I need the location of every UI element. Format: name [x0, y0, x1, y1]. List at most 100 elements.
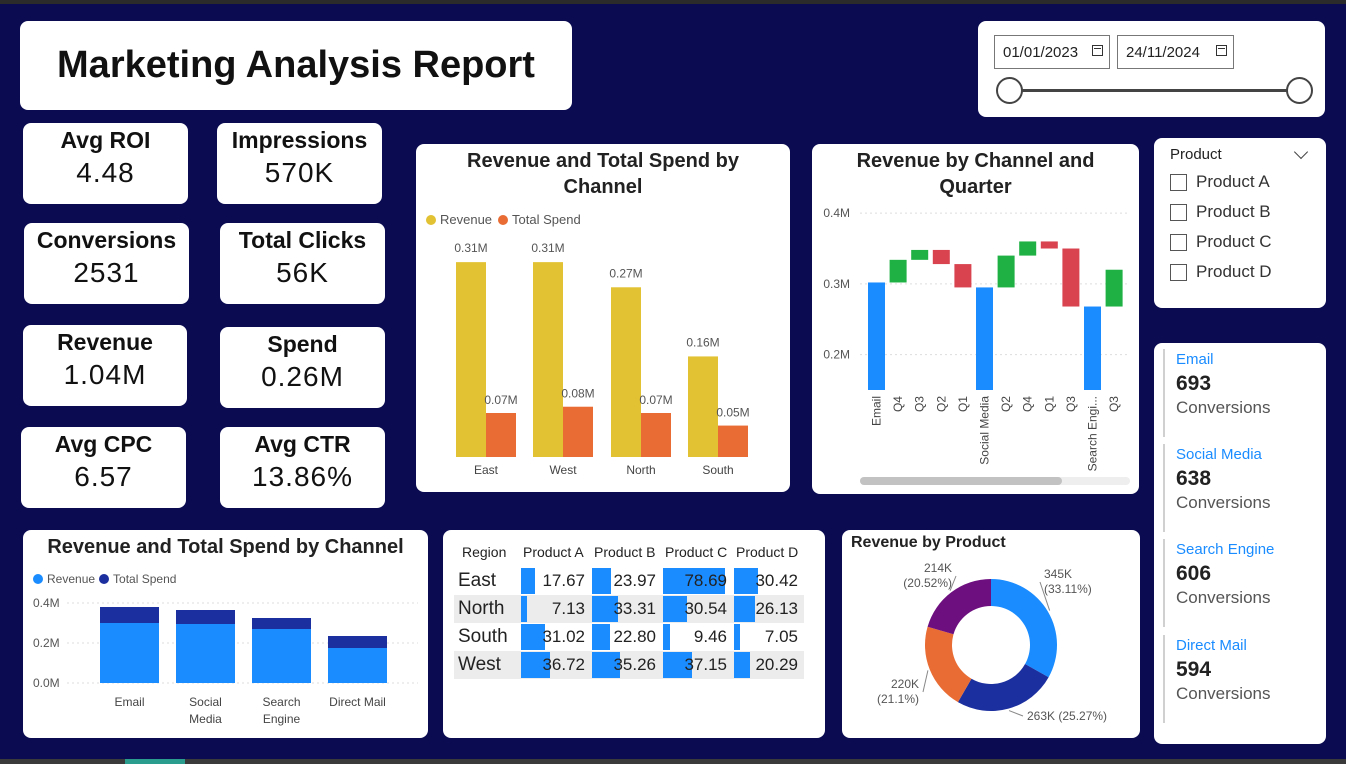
data-label: 0.16M — [686, 335, 719, 349]
kpi-value: 6.57 — [74, 461, 133, 492]
slice-label: 263K (25.27%) — [1027, 709, 1107, 723]
kpi-label: Revenue — [57, 329, 153, 355]
y-tick-label: 0.2M — [33, 636, 60, 650]
column-header[interactable]: Product C — [665, 544, 728, 560]
data-bar — [663, 596, 688, 622]
region-cell: East — [458, 570, 497, 591]
product-slicer: Product Product A Product B Product C Pr… — [1154, 138, 1326, 308]
data-bar — [734, 624, 740, 650]
slice-percent: (20.52%) — [903, 576, 952, 590]
calendar-icon[interactable] — [1092, 45, 1103, 56]
conversion-count: 638 — [1176, 467, 1212, 490]
delta-bar — [1019, 241, 1037, 256]
value-cell: 7.05 — [733, 623, 804, 651]
value-cell: 36.72 — [520, 651, 591, 679]
cell-value: 26.13 — [755, 599, 798, 618]
x-tick-label: East — [474, 463, 499, 477]
date-slider-start-handle[interactable] — [996, 77, 1023, 104]
slicer-header: Product — [1170, 146, 1222, 163]
checkbox[interactable] — [1170, 173, 1187, 191]
kpi-label: Avg CTR — [254, 431, 351, 457]
conversion-item: Search Engine 606 Conversions — [1163, 539, 1313, 627]
data-label: 0.08M — [561, 387, 594, 401]
kpi-label: Avg ROI — [60, 127, 151, 153]
checkbox[interactable] — [1170, 233, 1187, 251]
date-slider-end-handle[interactable] — [1286, 77, 1313, 104]
value-cell: 17.67 — [520, 567, 591, 595]
x-tick-label: Q3 — [1064, 396, 1078, 412]
legend-swatch — [99, 574, 110, 584]
data-bar — [592, 596, 619, 622]
slice-label: 214K — [924, 561, 952, 575]
table-row: North 7.13 33.31 30.54 26.13 — [454, 595, 804, 623]
waterfall-chart: 0.2M 0.3M 0.4M Email Q4 Q3 Q2 Q1 Social Media Q2 Q… — [823, 206, 1128, 471]
start-date-input[interactable]: 01/01/2023 — [994, 35, 1110, 69]
donut-slice — [991, 579, 1057, 678]
cell-value: 23.97 — [613, 571, 656, 590]
horizontal-scrollbar[interactable] — [860, 477, 1130, 485]
data-bar — [663, 568, 725, 594]
chevron-down-icon[interactable] — [1293, 144, 1309, 160]
kpi-conversions: Conversions 2531 — [24, 223, 189, 304]
kpi-value: 0.26M — [261, 361, 344, 392]
legend-label: Total Spend — [512, 212, 581, 227]
y-tick-label: 0.3M — [823, 277, 850, 291]
checkbox[interactable] — [1170, 263, 1187, 281]
scrollbar-thumb[interactable] — [860, 477, 1062, 485]
column-header[interactable]: Product A — [523, 544, 584, 560]
cell-value: 30.42 — [755, 571, 798, 590]
table-row: East 17.67 23.97 78.69 30.42 — [454, 567, 804, 595]
value-cell: 23.97 — [591, 567, 662, 595]
table-row: West 36.72 35.26 37.15 20.29 — [454, 651, 804, 679]
kpi-label: Spend — [267, 331, 338, 357]
legend-label: Revenue — [47, 572, 96, 586]
kpi-avg-roi: Avg ROI 4.48 — [23, 123, 188, 204]
cell-value: 35.26 — [613, 655, 656, 674]
chart-legend: Revenue Total Spend — [33, 572, 176, 586]
revenue-bar — [611, 287, 641, 457]
cell-value: 36.72 — [542, 655, 585, 674]
cell-value: 22.80 — [613, 627, 656, 646]
data-bar — [521, 652, 550, 678]
date-slider-track[interactable] — [1010, 89, 1300, 92]
leader-line — [949, 575, 957, 591]
product-option[interactable]: Product C — [1170, 232, 1272, 252]
spend-bar — [486, 413, 516, 457]
conversion-count: 594 — [1176, 658, 1212, 681]
x-tick-label: Q2 — [999, 396, 1013, 412]
x-tick-label: Social Media — [189, 695, 222, 726]
legend-swatch — [33, 574, 43, 584]
product-option[interactable]: Product A — [1170, 172, 1270, 192]
product-option[interactable]: Product B — [1170, 202, 1271, 222]
kpi-total-clicks: Total Clicks 56K — [220, 223, 385, 304]
spend-bar — [176, 610, 235, 624]
conversion-count: 606 — [1176, 562, 1212, 585]
calendar-icon[interactable] — [1216, 45, 1227, 56]
y-tick-label: 0.4M — [33, 596, 60, 610]
report-title: Marketing Analysis Report — [57, 44, 535, 86]
end-date-input[interactable]: 24/11/2024 — [1117, 35, 1234, 69]
data-bar — [663, 652, 693, 678]
conversion-label: Conversions — [1176, 588, 1271, 607]
conversion-item: Email 693 Conversions — [1163, 349, 1313, 437]
checkbox[interactable] — [1170, 203, 1187, 221]
column-header[interactable]: Product D — [736, 544, 799, 560]
revenue-bar — [688, 356, 718, 457]
revenue-bar — [533, 262, 563, 457]
kpi-value: 570K — [264, 157, 335, 188]
page-tab-indicator[interactable] — [125, 759, 185, 764]
data-bar — [592, 652, 620, 678]
data-bar — [734, 596, 755, 622]
chart-legend: Revenue Total Spend — [426, 212, 581, 227]
column-header[interactable]: Region — [462, 544, 507, 560]
column-header[interactable]: Product B — [594, 544, 656, 560]
donut-slice — [927, 579, 991, 635]
product-option[interactable]: Product D — [1170, 262, 1272, 282]
kpi-revenue: Revenue 1.04M — [23, 325, 187, 406]
date-range-slicer: 01/01/2023 24/11/2024 — [978, 21, 1325, 117]
kpi-impressions: Impressions 570K — [217, 123, 382, 204]
delta-bar — [1062, 248, 1080, 307]
delta-bar — [1105, 269, 1123, 307]
data-label: 0.27M — [609, 266, 642, 280]
spend-bar — [641, 413, 671, 457]
